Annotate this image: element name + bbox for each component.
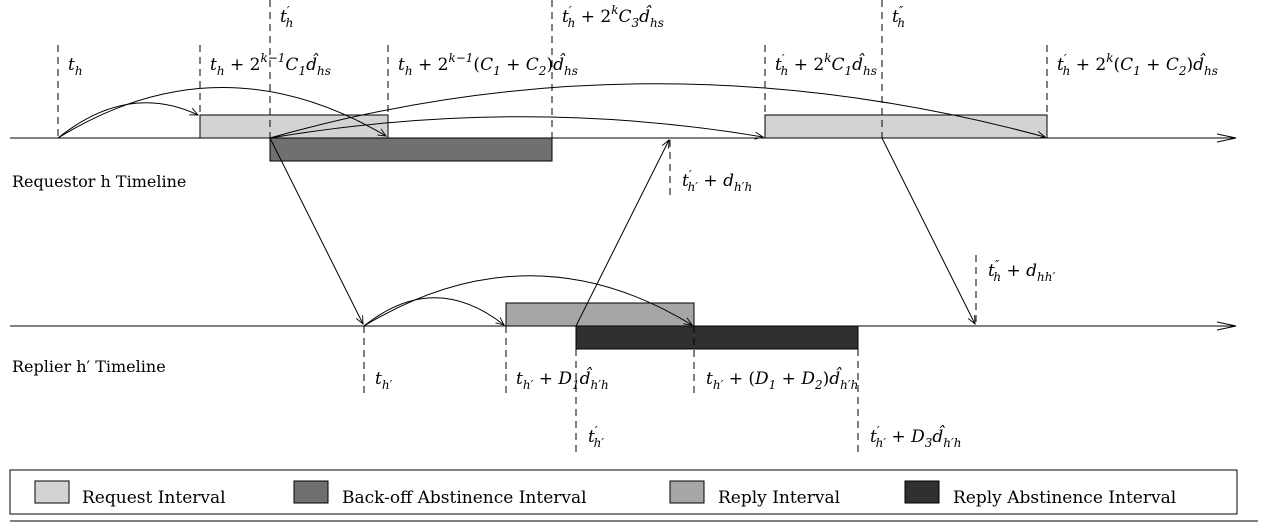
arc-thp-to-2kc1 — [269, 116, 763, 138]
label-t-h: th — [68, 55, 83, 78]
label-t-h-dprime: t″ h — [892, 4, 905, 30]
arc-th-to-c1 — [57, 102, 198, 139]
legend-label-backoff: Back-off Abstinence Interval — [342, 488, 587, 508]
legend-swatch-backoff — [293, 480, 329, 504]
msg-reply-to-requestor — [575, 140, 669, 327]
request-interval-2 — [764, 114, 1048, 139]
reply-abstinence-interval — [575, 325, 859, 350]
label-t-hp-d1: th′ + D1d̂h′h — [516, 367, 609, 392]
legend-swatch-reply — [669, 480, 705, 504]
label-t-hp: th′ — [375, 369, 393, 392]
label-t-hp-prime-d: t′ h′ + dh′h — [682, 168, 752, 194]
label-t-h-prime: t′ h — [280, 4, 293, 30]
label-t-hp-d1d2: th′ + (D1 + D2)d̂h′h — [706, 367, 858, 392]
label-t-hp-prime-d3: t′ h′ + D3d̂h′h — [870, 424, 961, 450]
legend-swatch-request — [34, 480, 70, 504]
msg-request-to-replier — [269, 137, 363, 324]
legend-label-request: Request Interval — [82, 488, 226, 508]
label-t-h-c1c2: th + 2k−1(C1 + C2)d̂hs — [398, 51, 578, 78]
label-t-hp-prime: t′ h′ — [588, 424, 604, 450]
legend-label-reply-abstinence: Reply Abstinence Interval — [953, 488, 1176, 508]
legend-label-reply: Reply Interval — [718, 488, 840, 508]
arc-th-to-c1c2 — [57, 87, 386, 139]
requestor-timeline-label: Requestor h Timeline — [12, 172, 186, 191]
replier-timeline-label: Replier h′ Timeline — [12, 357, 166, 376]
arc-thp-to-d1d2 — [363, 275, 692, 327]
legend-box — [9, 469, 1238, 515]
backoff-abstinence-interval — [269, 137, 553, 162]
msg-request2-to-replier — [881, 137, 975, 324]
label-t-h-prime-2k-c1c2: t′ h + 2k(C1 + C2)d̂hs — [1057, 51, 1218, 78]
label-t-h-dprime-d: t″ h + dhh′ — [988, 258, 1055, 284]
arc-thp-to-2kc1c2 — [269, 83, 1045, 138]
legend-swatch-reply-abstinence — [904, 480, 940, 504]
label-t-h-prime-2k-c1: t′ h + 2kC1d̂hs — [775, 51, 877, 78]
label-t-h-prime-c3: t′ h + 2kC3d̂hs — [562, 3, 664, 30]
arc-thp-to-d1 — [363, 297, 504, 327]
reply-interval — [505, 302, 695, 327]
